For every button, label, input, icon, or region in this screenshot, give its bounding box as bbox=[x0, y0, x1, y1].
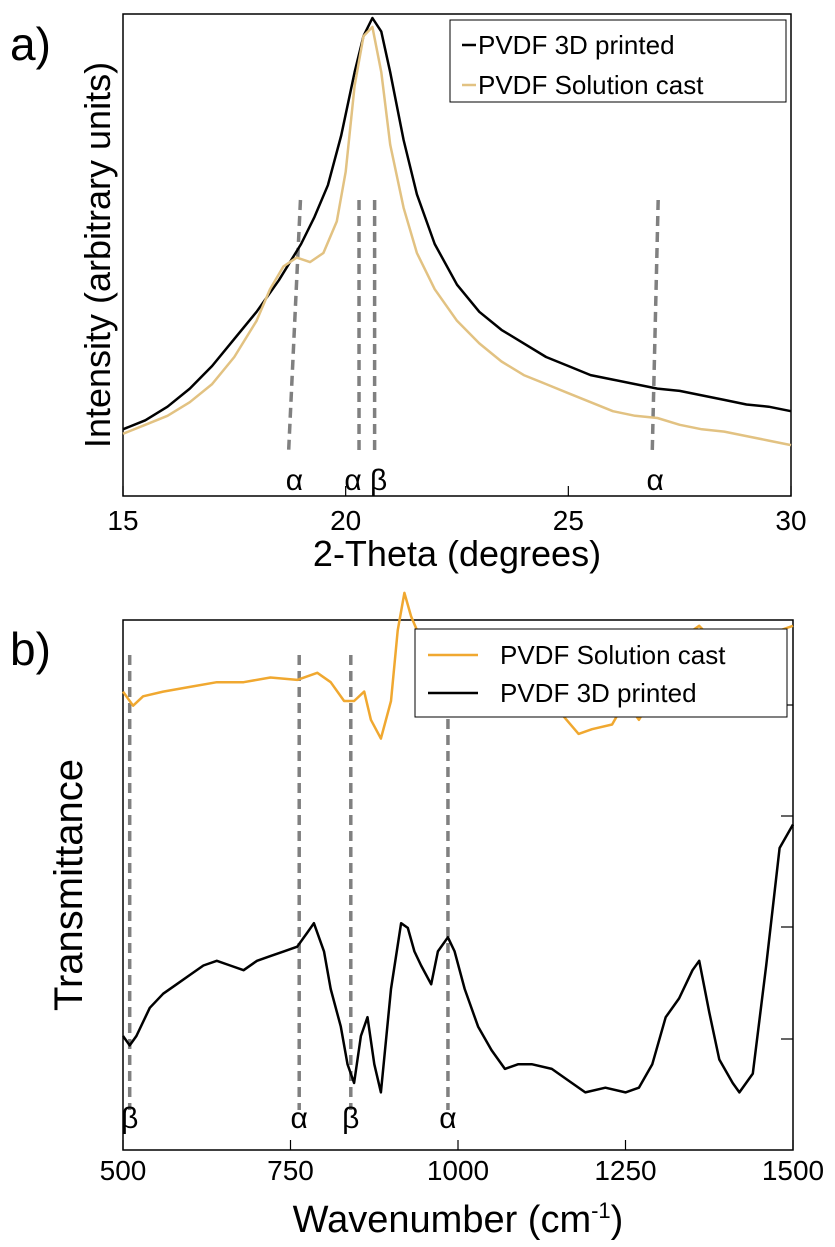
peak-marker-label: α bbox=[647, 464, 664, 497]
panel-b-x-ticks: 500 750 1000 1250 1500 bbox=[100, 1140, 824, 1186]
peak-marker-label: α bbox=[439, 1102, 456, 1135]
panel-b-x-axis-title-main: Wavenumber (cm bbox=[293, 1199, 591, 1241]
series-line-pvdf-solution-cast bbox=[122, 25, 792, 447]
panel-b-legend-label-3d: PVDF 3D printed bbox=[500, 678, 697, 708]
panel-b-label: b) bbox=[10, 623, 51, 675]
panel-b-legend-label-cast: PVDF Solution cast bbox=[500, 640, 726, 670]
panel-a-legend-label-3d: PVDF 3D printed bbox=[478, 30, 675, 60]
panel-a-label: a) bbox=[10, 18, 51, 70]
panel-b-x-axis-title: Wavenumber (cm-1) bbox=[293, 1198, 624, 1241]
panel-b-y-axis-title: Transmittance bbox=[47, 759, 91, 1011]
peak-marker-label: α bbox=[344, 464, 361, 497]
peak-marker-label: α bbox=[286, 464, 303, 497]
peak-marker-label: α bbox=[291, 1102, 308, 1135]
panel-a-legend-box bbox=[449, 19, 787, 103]
peak-marker-label: β bbox=[342, 1102, 359, 1135]
peak-marker-line bbox=[650, 199, 660, 456]
series-line-pvdf-3d-printed bbox=[121, 823, 795, 1094]
panel-b: b) 500 750 1000 1250 1500 β α β α Wavenumber (c… bbox=[10, 591, 824, 1241]
peak-marker-line bbox=[286, 199, 303, 456]
peak-marker-label: β bbox=[121, 1102, 138, 1135]
x-tick-label: 20 bbox=[330, 505, 361, 536]
panel-a-legend-label-cast: PVDF Solution cast bbox=[478, 70, 704, 100]
panel-b-x-axis-title-close: ) bbox=[611, 1199, 624, 1241]
x-tick-label: 500 bbox=[100, 1155, 147, 1186]
panel-a-plot-frame bbox=[122, 13, 792, 497]
panel-a-legend: PVDF 3D printed PVDF Solution cast bbox=[449, 19, 787, 103]
panel-a-series bbox=[122, 16, 792, 447]
panel-a-x-ticks: 15 20 25 30 bbox=[107, 486, 807, 536]
x-tick-label: 1000 bbox=[427, 1155, 489, 1186]
panel-b-x-axis-title-sup: -1 bbox=[591, 1198, 611, 1223]
x-tick-label: 15 bbox=[107, 505, 138, 536]
panel-b-y-ticks bbox=[781, 704, 793, 1040]
x-tick-label: 25 bbox=[553, 505, 584, 536]
panel-a-y-axis-title: Intensity (arbitrary units) bbox=[77, 62, 118, 448]
panel-b-legend-box bbox=[414, 628, 788, 718]
peak-marker-label: β bbox=[370, 464, 387, 497]
x-tick-label: 1500 bbox=[762, 1155, 824, 1186]
x-tick-label: 750 bbox=[267, 1155, 314, 1186]
series-line-pvdf-3d-printed bbox=[122, 16, 792, 431]
panel-a-x-axis-title: 2-Theta (degrees) bbox=[313, 533, 601, 574]
panel-b-legend: PVDF Solution cast PVDF 3D printed bbox=[414, 628, 788, 718]
panel-b-peak-markers bbox=[127, 655, 450, 1110]
panel-a-peak-markers bbox=[286, 199, 660, 456]
x-tick-label: 1250 bbox=[594, 1155, 656, 1186]
x-tick-label: 30 bbox=[775, 505, 806, 536]
